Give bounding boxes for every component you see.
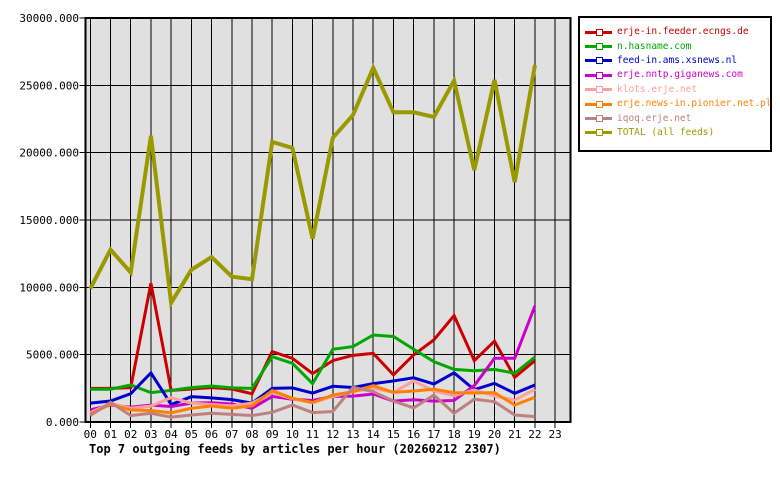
- series-line-erje-in-feeder-ecngs-de: [90, 283, 536, 396]
- x-axis-label: 03: [144, 428, 157, 441]
- x-axis-label: 23: [549, 428, 562, 441]
- series-line-iqoq-erje-net: [89, 385, 536, 419]
- x-axis-label: 02: [124, 428, 137, 441]
- legend-label: iqoq.erje.net: [617, 112, 692, 124]
- y-axis-label: 15000.000: [19, 214, 79, 227]
- x-axis-label: 08: [245, 428, 258, 441]
- legend-point-marker-icon: [596, 115, 603, 123]
- legend-item-total-all-feeds: TOTAL (all feeds): [585, 126, 770, 140]
- legend-item-erje-nntp-giganews-com: erje.nntp.giganews.com: [585, 68, 770, 82]
- chart-title: Top 7 outgoing feeds by articles per hou…: [89, 442, 501, 456]
- y-axis-label: 30000.000: [19, 12, 79, 25]
- series-line-erje-nntp-giganews-com: [89, 305, 537, 412]
- legend-line-sample: [585, 100, 612, 108]
- series-line-feed-in-ams-xsnews-nl: [90, 370, 536, 407]
- legend-line-sample: [585, 86, 612, 94]
- legend-item-n-hasname-com: n.hasname.com: [585, 39, 770, 53]
- legend-label: erje.news-in.pionier.net.pl: [617, 98, 772, 110]
- legend-label: erje-in.feeder.ecngs.de: [617, 26, 749, 38]
- x-axis-label: 18: [447, 428, 460, 441]
- x-axis-label: 22: [528, 428, 541, 441]
- x-axis-label: 06: [205, 428, 218, 441]
- y-axis-label: 5000.000: [26, 349, 79, 362]
- x-axis-label: 09: [266, 428, 279, 441]
- x-axis-label: 20: [488, 428, 501, 441]
- legend-line-sample: [585, 129, 612, 137]
- x-axis-label: 04: [165, 428, 179, 441]
- x-axis-label: 07: [225, 428, 238, 441]
- legend-line-sample: [585, 71, 612, 79]
- legend-point-marker-icon: [596, 86, 603, 94]
- legend-point-marker-icon: [596, 100, 603, 108]
- x-axis-label: 11: [306, 428, 319, 441]
- legend-line-sample: [585, 115, 612, 123]
- x-axis-label: 10: [286, 428, 299, 441]
- series-line-erje-news-in-pionier-net-pl: [89, 384, 536, 416]
- legend-point-marker-icon: [596, 57, 603, 65]
- legend-item-erje-in-feeder-ecngs-de: erje-in.feeder.ecngs.de: [585, 25, 770, 39]
- x-axis-label: 21: [508, 428, 521, 441]
- x-axis-label: 12: [326, 428, 339, 441]
- y-axis-label: 20000.000: [19, 147, 79, 160]
- x-axis-label: 05: [185, 428, 198, 441]
- legend-label: erje.nntp.giganews.com: [617, 69, 743, 81]
- legend-label: n.hasname.com: [617, 40, 692, 52]
- legend-point-marker-icon: [596, 28, 603, 36]
- series-line-total-all-feeds: [88, 62, 537, 309]
- x-axis-label: 15: [387, 428, 400, 441]
- x-axis-label: 14: [367, 428, 381, 441]
- x-axis-label: 19: [468, 428, 481, 441]
- legend: erje-in.feeder.ecngs.de n.hasname.com feed…: [578, 16, 772, 152]
- legend-label: feed-in.ams.xsnews.nl: [617, 54, 738, 66]
- x-axis-label: 13: [346, 428, 359, 441]
- y-axis-label: 10000.000: [19, 281, 79, 294]
- legend-line-sample: [585, 57, 612, 65]
- legend-line-sample: [585, 28, 612, 36]
- x-axis-label: 01: [104, 428, 117, 441]
- legend-line-sample: [585, 43, 612, 51]
- legend-point-marker-icon: [596, 129, 603, 137]
- legend-item-iqoq-erje-net: iqoq.erje.net: [585, 111, 770, 125]
- legend-item-feed-in-ams-xsnews-nl: feed-in.ams.xsnews.nl: [585, 54, 770, 68]
- x-axis-label: 16: [407, 428, 420, 441]
- y-axis-label: 0.000: [46, 416, 79, 429]
- legend-point-marker-icon: [596, 43, 603, 51]
- legend-point-marker-icon: [596, 71, 603, 79]
- y-axis-label: 25000.000: [19, 79, 79, 92]
- series-line-n-hasname-com: [90, 333, 536, 395]
- legend-item-erje-news-in-pionier-net-pl: erje.news-in.pionier.net.pl: [585, 97, 772, 111]
- x-axis-label: 00: [84, 428, 97, 441]
- legend-item-klots-erje-net: klots.erje.net: [585, 83, 770, 97]
- legend-label: klots.erje.net: [617, 83, 698, 95]
- x-axis-label: 17: [427, 428, 440, 441]
- legend-label: TOTAL (all feeds): [617, 126, 715, 138]
